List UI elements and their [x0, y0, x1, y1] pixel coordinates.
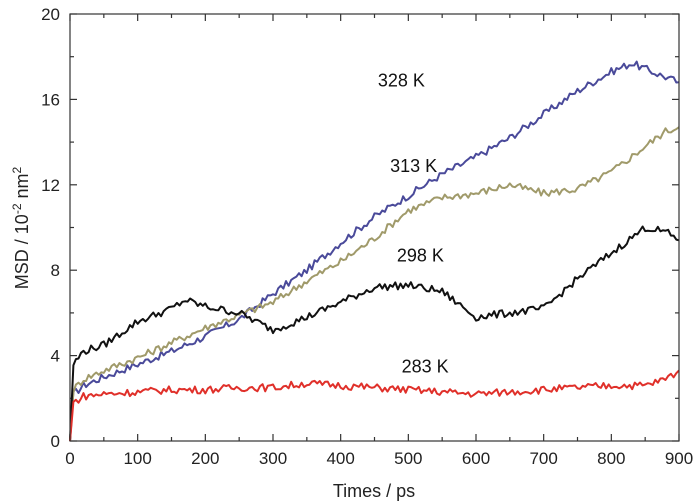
x-tick-label: 200: [191, 449, 219, 468]
x-tick-label: 900: [665, 449, 693, 468]
x-tick-label: 0: [65, 449, 74, 468]
x-tick-label: 600: [462, 449, 490, 468]
axis-ticks: 0 100 200 300 400 500 600 700 800 900 0 4 8 12 16 20: [41, 5, 693, 468]
x-tick-label: 400: [326, 449, 354, 468]
y-axis-label: MSD / 10-2 nm2: [10, 166, 32, 289]
y-tick-label: 16: [41, 90, 60, 109]
y-tick-label: 0: [51, 432, 60, 451]
series-label-313k: 313 K: [390, 156, 437, 176]
plot-frame: [69, 13, 680, 442]
x-tick-label: 800: [597, 449, 625, 468]
y-axis-label-mid: nm: [12, 173, 32, 203]
series-label-328k: 328 K: [378, 71, 425, 91]
y-tick-label: 4: [51, 347, 60, 366]
x-tick-label: 500: [394, 449, 422, 468]
y-tick-label: 8: [51, 261, 60, 280]
series-line-328k: [69, 60, 680, 442]
x-tick-label: 700: [529, 449, 557, 468]
y-tick-label: 20: [41, 5, 60, 24]
series-line-313k: [69, 126, 680, 442]
x-tick-label: 300: [259, 449, 287, 468]
y-axis-label-exp2: 2: [10, 166, 24, 173]
series-labels: 328 K 313 K 298 K 283 K: [378, 71, 449, 377]
series-line-298k: [69, 225, 680, 442]
y-axis-label-main: MSD / 10: [12, 214, 32, 289]
series-label-283k: 283 K: [402, 357, 449, 377]
y-tick-label: 12: [41, 176, 60, 195]
series-label-298k: 298 K: [397, 246, 444, 266]
series-line-283k: [69, 369, 680, 442]
x-axis-label: Times / ps: [333, 481, 415, 501]
x-tick-label: 100: [123, 449, 151, 468]
y-axis-label-exp1: -2: [10, 203, 24, 214]
series-lines: [69, 60, 680, 442]
